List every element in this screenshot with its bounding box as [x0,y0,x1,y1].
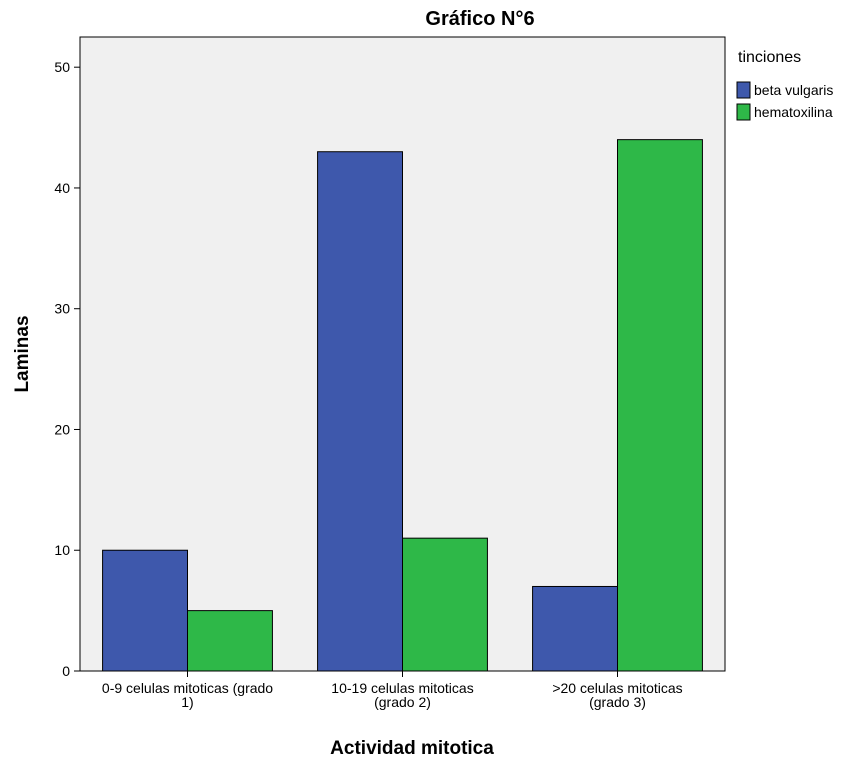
x-tick-label: 1) [181,694,193,710]
x-tick-label: (grado 3) [589,694,646,710]
legend-title: tinciones [738,49,801,66]
bar-beta-vulgaris-0 [102,549,188,672]
legend-swatch [736,103,751,121]
bar-beta-vulgaris-2 [532,585,619,672]
legend: tinciones beta vulgaris hematoxilina [736,49,833,121]
bar-hematoxilina-2 [617,139,703,672]
bar-beta-vulgaris-1 [317,151,404,672]
y-axis: 0 10 20 30 40 50 [54,59,80,679]
x-tick-label: 0-9 celulas mitoticas (grado [102,680,273,696]
x-tick-label: >20 celulas mitoticas [552,680,682,696]
x-tick-label: 10-19 celulas mitoticas [331,680,473,696]
bar-hematoxilina-1 [402,537,488,672]
legend-swatch [736,81,751,99]
y-tick-label: 10 [54,542,70,558]
bars-group [102,139,703,672]
bar-hematoxilina-0 [187,610,273,672]
y-tick-label: 30 [54,301,70,317]
chart-title: Gráfico N°6 [425,8,534,30]
x-axis-title: Actividad mitotica [330,738,494,759]
legend-label: beta vulgaris [754,82,833,98]
y-tick-label: 40 [54,180,70,196]
legend-label: hematoxilina [754,104,833,120]
x-tick-label: (grado 2) [374,694,431,710]
y-axis-title: Laminas [12,315,33,392]
y-tick-label: 0 [62,663,70,679]
y-tick-label: 50 [54,59,70,75]
y-tick-label: 20 [54,421,70,437]
